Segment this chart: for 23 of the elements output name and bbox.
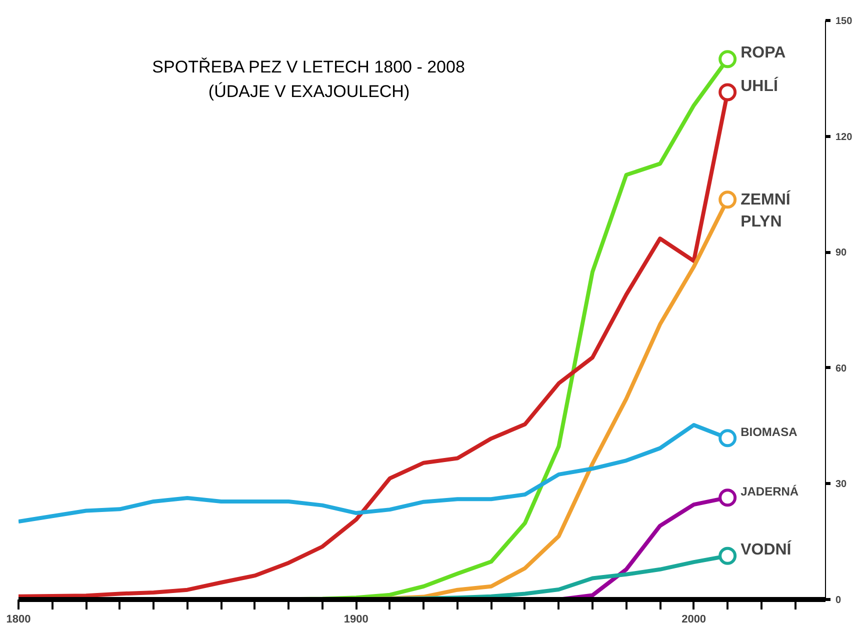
y-tick-label: 90 <box>836 248 848 259</box>
series-label: UHLÍ <box>740 76 778 95</box>
y-tick-label: 0 <box>836 595 842 606</box>
x-tick-label: 2000 <box>682 614 706 625</box>
series-label: BIOMASA <box>740 425 798 440</box>
series-label: VODNÍ <box>740 539 792 558</box>
point <box>718 429 737 448</box>
series-label: ROPA <box>740 44 786 62</box>
y-tick-label: 60 <box>836 363 848 374</box>
point <box>718 190 737 209</box>
x-tick-label: 1900 <box>344 614 368 625</box>
text: SPOTŘEBA PEZ V LETECH 1800 - 2008 <box>152 57 465 76</box>
point <box>718 50 737 68</box>
point <box>718 488 737 507</box>
series-label: ZEMNÍ PLYN <box>740 190 791 231</box>
point <box>718 546 737 565</box>
y-tick-label: 30 <box>836 479 848 490</box>
text: (ÚDAJE V EXAJOULECH) <box>208 82 410 102</box>
y-tick-label: 120 <box>836 132 853 143</box>
y-tick-label: 150 <box>836 16 853 27</box>
series-label: JADERNÁ <box>740 484 799 499</box>
x-tick-label: 1800 <box>6 614 31 625</box>
point <box>718 83 737 102</box>
